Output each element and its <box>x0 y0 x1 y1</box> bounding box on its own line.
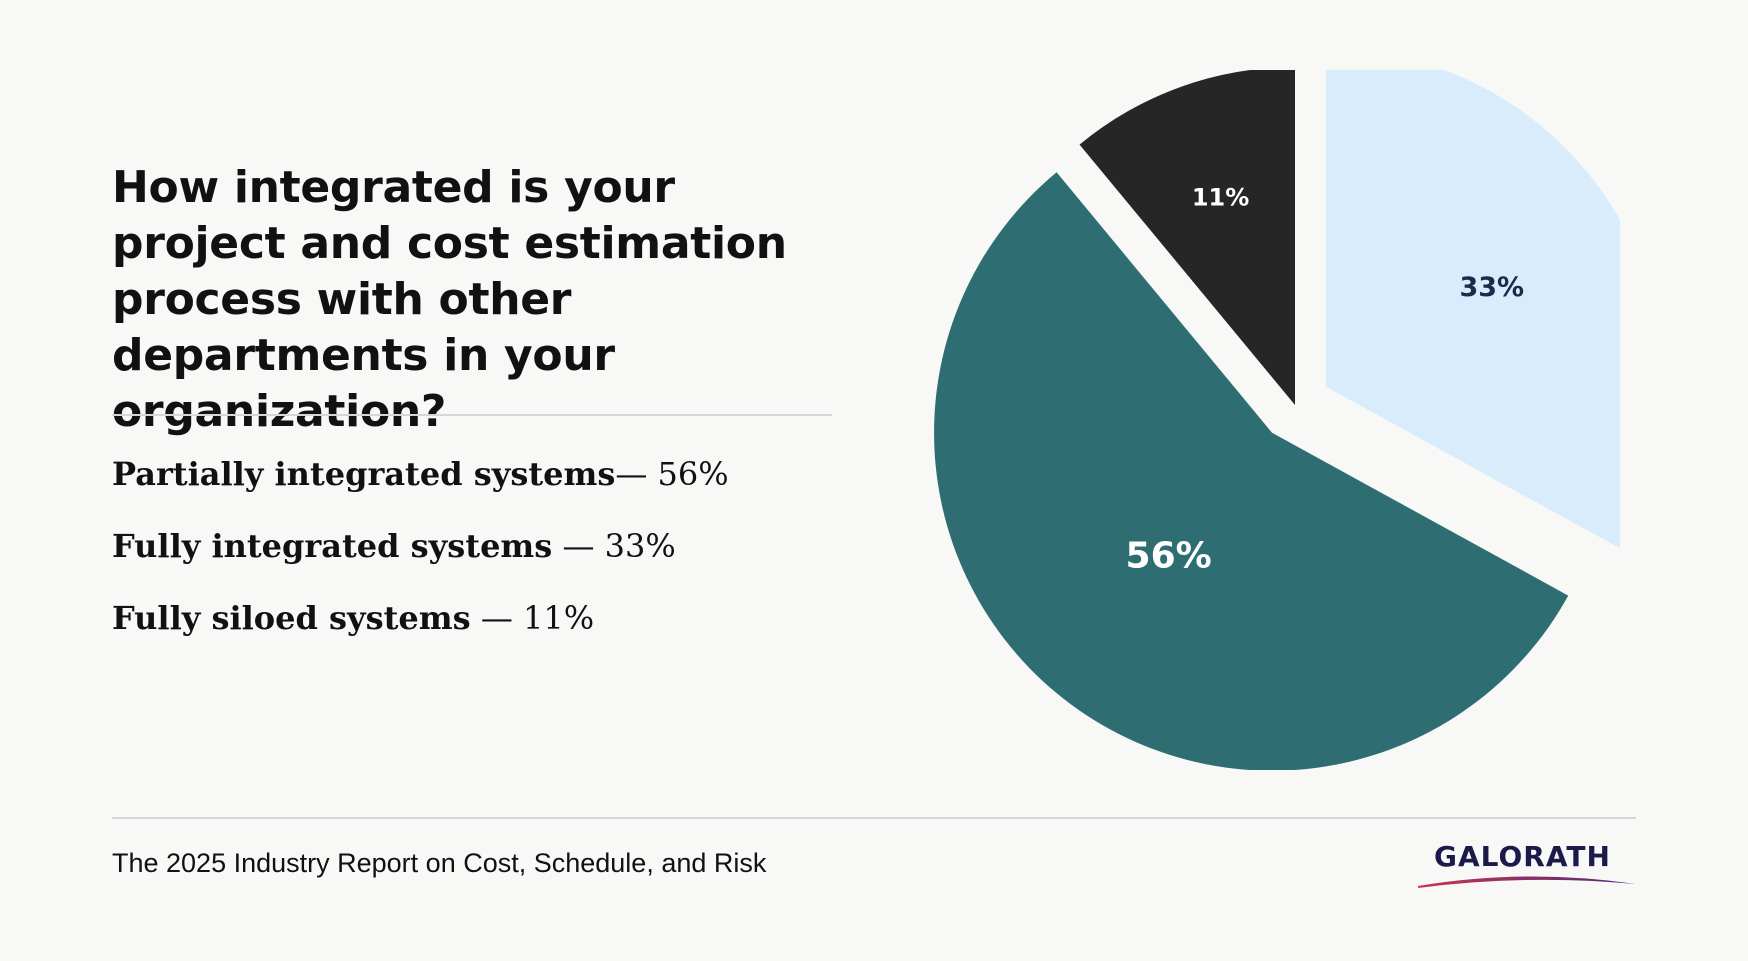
report-title: The 2025 Industry Report on Cost, Schedu… <box>112 848 767 878</box>
logo-swoosh-icon <box>1418 876 1636 888</box>
legend-value: — 56% <box>615 455 729 493</box>
legend-value: — 11% <box>470 599 595 637</box>
legend-item-fully-siloed: Fully siloed systems — 11% <box>112 598 729 670</box>
pie-chart: 33% 56% 11% <box>934 70 1620 770</box>
legend-label: Fully siloed systems <box>112 599 471 637</box>
logo-wordmark: GALORATH <box>1434 840 1611 873</box>
galorath-logo: GALORATH <box>1416 840 1638 892</box>
legend-label: Fully integrated systems <box>112 527 553 565</box>
pie-slice-fully-siloed-systems <box>1079 70 1295 405</box>
legend-label: Partially integrated systems <box>112 455 616 493</box>
pie-slice-fully-integrated-systems <box>1325 70 1620 549</box>
chart-question-title: How integrated is your project and cost … <box>112 162 787 437</box>
pie-label-partially-integrated-systems: 56% <box>1126 536 1212 577</box>
header-divider <box>112 414 832 416</box>
legend-value: — 33% <box>552 527 676 565</box>
pie-label-fully-integrated-systems: 33% <box>1459 272 1524 303</box>
pie-slice-partially-integrated-systems <box>934 172 1569 770</box>
footer-divider <box>112 817 1636 819</box>
pie-label-fully-siloed-systems: 11% <box>1192 183 1249 211</box>
legend-list: Partially integrated systems— 56% Fully … <box>112 454 729 670</box>
legend-item-partially-integrated: Partially integrated systems— 56% <box>112 454 729 526</box>
legend-item-fully-integrated: Fully integrated systems — 33% <box>112 526 729 598</box>
